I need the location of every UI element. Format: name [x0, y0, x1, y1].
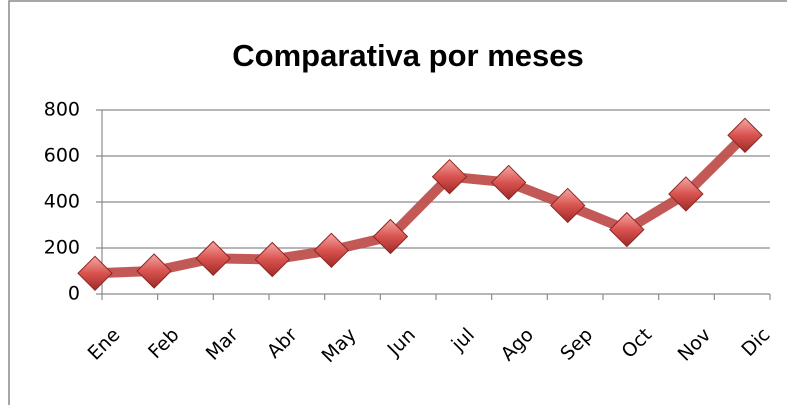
data-point [195, 240, 231, 277]
data-point [668, 176, 704, 212]
x-tick-label: Abr [263, 324, 302, 363]
y-tick-label: 0 [68, 283, 80, 305]
x-tick-label: Mar [202, 324, 243, 365]
data-point [550, 187, 586, 224]
x-tick-label: jul [447, 324, 479, 356]
chart-title: Comparativa por meses [232, 38, 583, 73]
data-point [431, 158, 468, 195]
data-point [727, 117, 763, 154]
data-point [254, 241, 290, 278]
x-tick-label: Dic [737, 324, 774, 361]
data-point [77, 255, 113, 292]
y-tick-label: 400 [44, 191, 80, 213]
x-tick-label: Sep [556, 324, 597, 365]
y-tick-label: 600 [44, 145, 80, 167]
data-point [490, 164, 527, 201]
x-tick-label: Ago [497, 324, 538, 365]
x-tick-label: May [317, 324, 360, 367]
x-tick-label: Feb [144, 324, 183, 363]
data-point [313, 232, 350, 269]
y-tick-label: 800 [44, 99, 80, 121]
data-point [136, 253, 172, 289]
x-tick-label: Ene [84, 324, 125, 365]
x-tick-label: Jun [383, 324, 420, 361]
x-tick-label: Oct [617, 324, 656, 363]
y-tick-label: 200 [44, 237, 80, 259]
x-tick-label: Nov [674, 324, 716, 366]
data-point [372, 218, 409, 255]
data-point [609, 211, 645, 248]
chart-border [8, 0, 787, 405]
